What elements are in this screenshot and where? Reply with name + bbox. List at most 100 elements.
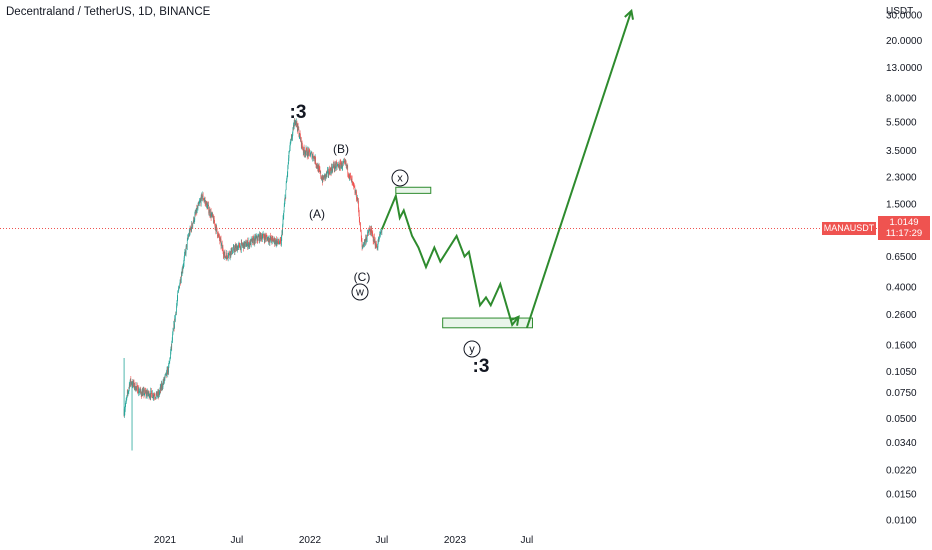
candle-body	[215, 227, 217, 232]
candle-body	[190, 228, 192, 230]
wave-labels-group: :3(B)(A)(C)wxy:3	[290, 102, 490, 377]
candle-body	[336, 165, 338, 168]
candle-body	[160, 387, 161, 390]
candle-body	[134, 387, 135, 388]
candle-body	[349, 173, 351, 176]
candle-body	[336, 163, 337, 168]
price-tick-label: 0.0150	[886, 490, 917, 501]
candle-body	[144, 390, 146, 393]
candle-body	[370, 231, 372, 235]
candle-body	[317, 167, 318, 169]
candle-body	[201, 194, 203, 200]
candle-body	[162, 386, 163, 388]
candle-body	[205, 201, 207, 207]
candle-body	[318, 166, 320, 169]
candle-body	[373, 241, 374, 242]
candle-body	[225, 256, 227, 258]
candle-body	[253, 238, 254, 244]
candle-body	[175, 312, 177, 313]
candle-body	[173, 329, 174, 332]
candle-body	[199, 200, 201, 202]
candle-body	[222, 247, 223, 249]
candle-body	[198, 203, 199, 206]
final-target-arrowhead	[624, 8, 634, 20]
candle-body	[254, 236, 256, 244]
candle-body	[253, 238, 255, 244]
candle-body	[360, 232, 362, 239]
candle-body	[366, 238, 367, 242]
candle-body	[175, 314, 176, 321]
candle-body	[157, 392, 159, 396]
price-tick-label: 2.3000	[886, 172, 917, 183]
candle-body	[381, 230, 382, 232]
candle-body	[169, 358, 171, 362]
candle-body	[263, 233, 264, 237]
candle-body	[354, 186, 355, 188]
candle-body	[347, 165, 348, 168]
candle-body	[225, 256, 226, 258]
candle-body	[219, 235, 220, 239]
candle-body	[353, 185, 355, 187]
candle-body	[204, 200, 206, 201]
candle-body	[246, 241, 248, 244]
candle-body	[204, 200, 206, 203]
candle-body	[252, 237, 254, 239]
candle-body	[155, 397, 156, 399]
candle-body	[299, 133, 301, 137]
candle-body	[321, 178, 322, 180]
candle-body	[273, 239, 274, 242]
candle-body	[212, 214, 213, 216]
candle-body	[221, 243, 223, 249]
candle-body	[197, 205, 199, 209]
candle-body	[142, 391, 143, 396]
candle-body	[247, 241, 248, 248]
candle-body	[158, 391, 160, 395]
candle-body	[217, 235, 219, 237]
candle-body	[209, 209, 211, 215]
candle-body	[244, 243, 246, 248]
candle-body	[243, 241, 245, 249]
candle-body	[304, 152, 306, 155]
candle-body	[300, 137, 302, 141]
candle-body	[261, 236, 262, 239]
candle-body	[281, 237, 282, 246]
price-tick-label: 20.0000	[886, 36, 923, 47]
candle-body	[260, 233, 262, 236]
candle-body	[189, 232, 190, 235]
candle-body	[286, 176, 288, 181]
candle-body	[376, 242, 377, 248]
candle-body	[340, 162, 341, 169]
candle-body	[252, 237, 254, 243]
candle-body	[380, 230, 382, 232]
candle-body	[167, 368, 169, 375]
candle-body	[186, 240, 188, 247]
candle-body	[352, 181, 353, 183]
candle-body	[330, 169, 332, 174]
candle-body	[262, 233, 264, 235]
candle-body	[359, 220, 360, 223]
candle-body	[358, 213, 360, 221]
candle-body	[329, 168, 331, 175]
candle-body	[159, 392, 160, 395]
candle-body	[129, 381, 131, 387]
candle-body	[233, 246, 235, 251]
candle-body	[331, 166, 332, 174]
candle-body	[296, 121, 298, 126]
candle-body	[153, 396, 154, 398]
candle-body	[275, 239, 277, 245]
candle-body	[290, 139, 292, 142]
candle-body	[216, 227, 218, 232]
wave-label-b: (B)	[333, 142, 349, 156]
candle-body	[264, 238, 265, 241]
candle-body	[187, 237, 189, 239]
candle-body	[161, 384, 163, 389]
candle-body	[248, 243, 249, 246]
candle-body	[165, 372, 167, 376]
candle-body	[174, 318, 175, 328]
candle-body	[168, 363, 170, 366]
symbol-badge: MANAUSDT	[822, 222, 876, 236]
candle-body	[227, 255, 228, 258]
time-tick-label: 2022	[299, 535, 322, 546]
